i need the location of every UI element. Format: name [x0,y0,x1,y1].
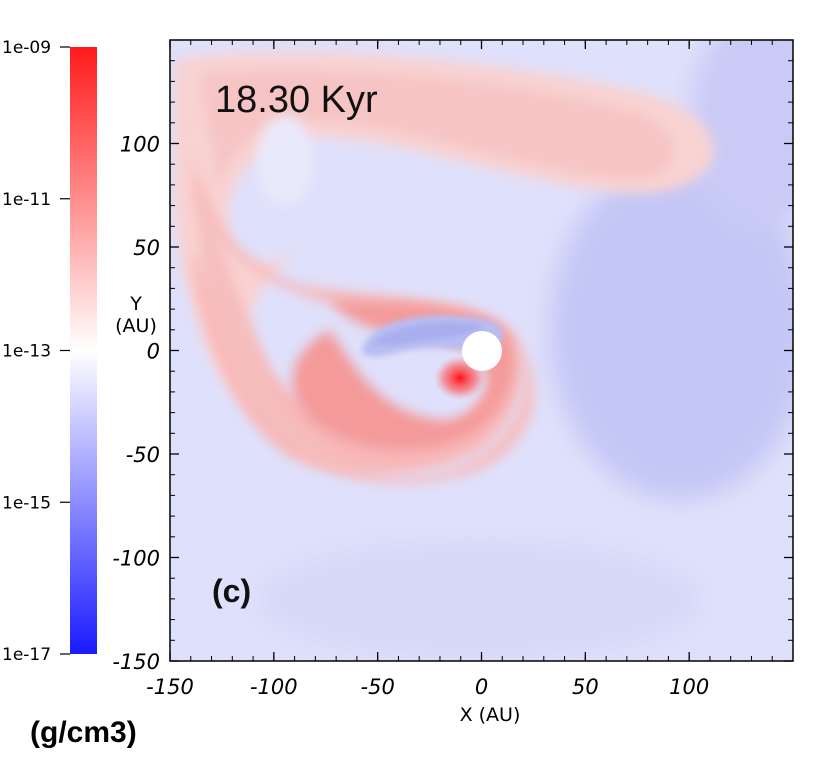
colorbar-gradient [70,47,97,654]
colorbar-labels: 1e-09 1e-11 1e-13 1e-15 1e-17 [2,38,70,665]
sink-particle [462,331,502,371]
y-tick-label: -100 [112,547,160,571]
plot-area: -150 -100 -50 0 50 100 100 50 0 -50 -100 -150 18.3… [112,39,794,726]
x-tick-label: 50 [572,675,599,699]
colorbar-label: 1e-15 [2,493,51,513]
y-tick-label: 100 [120,133,160,157]
low-density-region-northeast [690,40,793,230]
colorbar-label: 1e-17 [2,645,51,665]
y-tick-label: 0 [147,340,160,364]
y-tick-label: -50 [126,443,160,467]
density-field [174,40,793,660]
colorbar-label: 1e-13 [2,342,51,362]
x-tick-label: 100 [669,675,709,699]
colorbar: 1e-09 1e-11 1e-13 1e-15 1e-17 (g/cm3) [2,38,137,749]
low-density-region-east [550,160,793,500]
time-label: 18.30 Kyr [215,79,378,121]
y-tick-label: 50 [133,236,160,260]
x-tick-label: 0 [475,675,488,699]
y-axis-title-bottom: (AU) [115,315,157,337]
x-tick-label: -50 [361,675,395,699]
x-tick-label: -150 [146,675,194,699]
colorbar-unit: (g/cm3) [30,716,137,749]
x-tick-label: -100 [250,675,298,699]
x-axis-ticks: -150 -100 -50 0 50 100 [146,40,709,699]
central-cavity-rim [372,322,485,345]
y-axis-ticks: 100 50 0 -50 -100 -150 [112,133,793,674]
y-axis-title-top: Y [129,293,142,315]
panel-label: (c) [212,573,251,609]
colorbar-label: 1e-09 [2,38,51,58]
outer-spiral-arm-core [200,70,674,190]
y-tick-label: -150 [112,650,160,674]
colorbar-label: 1e-11 [2,190,51,210]
low-density-region-south [260,540,700,660]
x-axis-title: X (AU) [460,704,521,726]
main-spiral-arm-outer-shell [199,170,534,484]
arm-void [257,115,313,205]
